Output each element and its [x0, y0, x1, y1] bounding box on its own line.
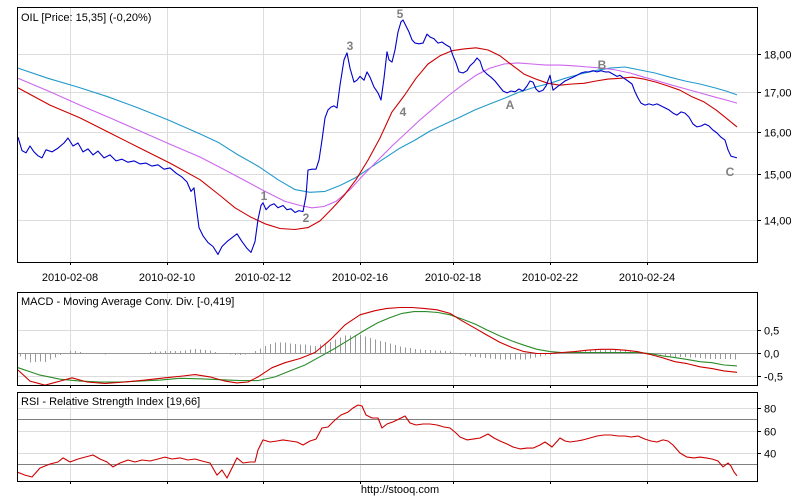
series-ma_slow	[17, 66, 738, 193]
price-panel: 1 2 3 4 5 A B C 18,00 17,00 16,00 15,00 14,00	[17, 7, 792, 265]
y-axis-tick-label: 0,0	[764, 349, 779, 361]
series-macd	[17, 306, 738, 386]
y-axis-tick-label: 17,00	[764, 88, 792, 100]
wave-label-C: C	[726, 165, 735, 179]
x-axis-date-label: 2010-02-08	[42, 272, 98, 284]
macd-histogram	[20, 334, 736, 363]
x-axis-date-label: 2010-02-24	[619, 272, 675, 284]
wave-label-3: 3	[347, 39, 354, 53]
series-close	[17, 19, 738, 255]
series-rsi	[16, 404, 738, 479]
wave-label-1: 1	[261, 189, 268, 203]
macd-panel: 0,5 0,0 -0,5	[17, 292, 783, 388]
panel-border	[17, 392, 758, 482]
y-axis-tick-label: 18,00	[764, 50, 792, 62]
series-signal	[17, 311, 738, 383]
panel-border	[17, 292, 758, 386]
rsi-panel-title: RSI - Relative Strength Index [19,66]	[21, 396, 201, 408]
wave-label-2: 2	[303, 211, 310, 225]
y-axis-tick-label: 14,00	[764, 216, 792, 228]
y-axis-tick-label: 80	[764, 404, 776, 416]
y-axis-tick-label: 16,00	[764, 128, 792, 140]
source-url: http://stooq.com	[360, 484, 440, 496]
macd-panel-title: MACD - Moving Average Conv. Div. [-0,419…	[21, 296, 235, 308]
x-axis-date-label: 2010-02-12	[235, 272, 291, 284]
x-axis-date-label: 2010-02-16	[332, 272, 388, 284]
y-axis-tick-label: 0,5	[764, 326, 779, 338]
price-panel-title: OIL [Price: 15,35] (-0,20%)	[21, 12, 152, 24]
wave-label-4: 4	[400, 105, 407, 119]
panel-border	[17, 7, 758, 263]
wave-label-B: B	[598, 58, 607, 72]
x-axis-date-label: 2010-02-22	[522, 272, 578, 284]
y-axis-tick-label: 60	[764, 427, 776, 439]
rsi-panel: 80 60 40	[16, 392, 776, 484]
x-axis-date-label: 2010-02-18	[425, 272, 481, 284]
y-axis-tick-label: -0,5	[764, 372, 783, 384]
wave-label-A: A	[506, 98, 515, 112]
y-axis-tick-label: 40	[764, 449, 776, 461]
series-ma_mid	[17, 62, 738, 209]
x-axis-date-label: 2010-02-10	[139, 272, 195, 284]
wave-label-5: 5	[397, 7, 404, 21]
series-ma_fast	[17, 47, 738, 231]
y-axis-tick-label: 15,00	[764, 170, 792, 182]
